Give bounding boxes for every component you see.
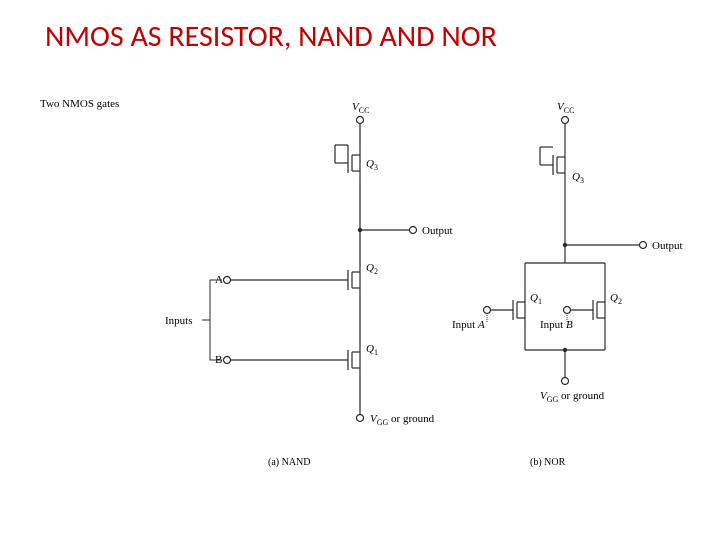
inputB-full-label: Input B bbox=[540, 319, 573, 331]
vgg-label-b: VGG or ground bbox=[540, 390, 605, 404]
vcc-label-a: VCC bbox=[352, 101, 369, 115]
output-label-b: Output bbox=[652, 240, 683, 252]
vgg-label-a: VGG or ground bbox=[370, 413, 435, 427]
figure-label: Two NMOS gates bbox=[40, 98, 119, 110]
nand-diagram: VCC Q3 Output Q2 A bbox=[165, 101, 453, 468]
q1-label-b: Q1 bbox=[530, 292, 542, 306]
caption-b: (b) NOR bbox=[530, 457, 566, 468]
q2-label-a: Q2 bbox=[366, 262, 378, 276]
q2-label-b: Q2 bbox=[610, 292, 622, 306]
circuit-figure: Two NMOS gates VCC Q3 Output Q2 A bbox=[0, 85, 720, 505]
nor-diagram: VCC Q3 Output Q1 Input A bbox=[452, 101, 683, 468]
q3-label-b: Q3 bbox=[572, 171, 584, 185]
vcc-label-b: VCC bbox=[557, 101, 574, 115]
q3-label-a: Q3 bbox=[366, 158, 378, 172]
page-title: NMOS AS RESISTOR, NAND AND NOR bbox=[45, 18, 497, 55]
inputA-full-label: Input A bbox=[452, 319, 485, 331]
caption-a: (a) NAND bbox=[268, 457, 311, 468]
inputs-label: Inputs bbox=[165, 315, 193, 327]
output-label-a: Output bbox=[422, 225, 453, 237]
q1-label-a: Q1 bbox=[366, 343, 378, 357]
diagram-svg: Two NMOS gates VCC Q3 Output Q2 A bbox=[0, 85, 720, 505]
